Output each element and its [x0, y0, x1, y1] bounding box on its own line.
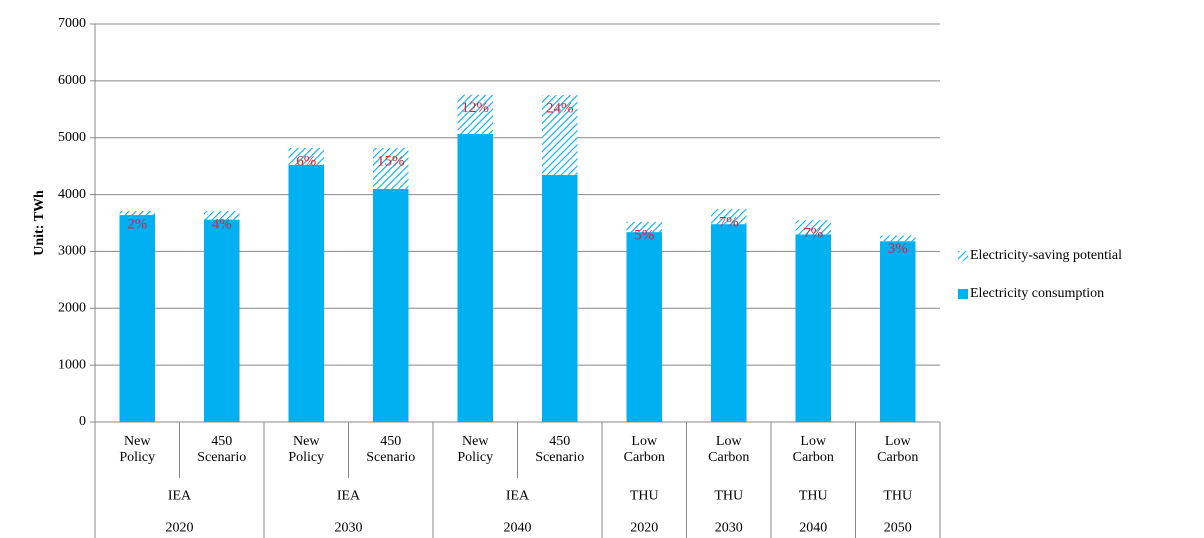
bar-segment	[373, 188, 409, 422]
source-label: THU	[799, 489, 828, 504]
year-label: 2030	[715, 521, 743, 536]
bar-segment	[626, 221, 662, 233]
x-tick-label: 450 Scenario	[197, 434, 246, 465]
x-tick-label: Low Carbon	[624, 434, 665, 465]
year-label: 2040	[799, 521, 827, 536]
bar-segment	[288, 165, 324, 422]
bar-segment	[795, 220, 831, 235]
y-tick-label: 3000	[58, 244, 86, 259]
source-label: IEA	[506, 489, 530, 504]
y-tick-label: 6000	[58, 73, 86, 88]
bar-segment	[457, 134, 493, 423]
y-tick-label: 0	[79, 414, 86, 429]
bar-segment	[880, 235, 916, 242]
share-label: 7%	[719, 215, 739, 231]
legend-swatch	[958, 289, 968, 299]
source-label: IEA	[337, 489, 361, 504]
bar-segment	[542, 174, 578, 422]
bar-segment	[204, 211, 240, 220]
share-label: 15%	[377, 153, 405, 169]
year-label: 2030	[335, 521, 363, 536]
x-tick-label: 450 Scenario	[366, 434, 415, 465]
x-tick-label: New Policy	[119, 434, 155, 465]
bar-segment	[711, 209, 747, 225]
year-label: 2020	[630, 521, 658, 536]
bar-segment	[119, 211, 155, 216]
x-tick-label: Low Carbon	[793, 434, 834, 465]
share-label: 5%	[634, 227, 654, 243]
y-tick-label: 2000	[58, 301, 86, 316]
share-label: 12%	[462, 100, 490, 116]
bar-segment	[880, 241, 916, 422]
share-label: 4%	[212, 216, 232, 232]
x-tick-label: 450 Scenario	[535, 434, 584, 465]
legend-label: Electricity-saving potential	[970, 248, 1122, 263]
share-label: 24%	[546, 101, 574, 117]
source-label: THU	[714, 489, 743, 504]
source-label: THU	[630, 489, 659, 504]
y-tick-label: 4000	[58, 187, 86, 202]
year-label: 2050	[884, 521, 912, 536]
year-label: 2020	[166, 521, 194, 536]
legend-swatch	[958, 251, 968, 261]
share-label: 6%	[296, 153, 316, 169]
year-label: 2040	[504, 521, 532, 536]
bar-segment	[204, 219, 240, 422]
x-tick-label: Low Carbon	[708, 434, 749, 465]
source-label: IEA	[168, 489, 192, 504]
legend-label: Electricity consumption	[970, 286, 1104, 301]
x-tick-label: New Policy	[457, 434, 493, 465]
bar-segment	[542, 95, 578, 175]
source-label: THU	[883, 489, 912, 504]
y-tick-label: 5000	[58, 130, 86, 145]
share-label: 2%	[127, 216, 147, 232]
share-label: 3%	[888, 241, 908, 257]
bar-segment	[373, 147, 409, 189]
share-label: 7%	[803, 226, 823, 242]
x-tick-label: New Policy	[288, 434, 324, 465]
bar-segment	[711, 224, 747, 422]
bar-segment	[795, 234, 831, 422]
x-tick-label: Low Carbon	[877, 434, 918, 465]
y-axis-label: Unit: TWh	[32, 190, 47, 256]
bar-segment	[457, 94, 493, 135]
y-tick-label: 1000	[58, 357, 86, 372]
bar-segment	[626, 232, 662, 422]
bar-segment	[288, 147, 324, 166]
y-tick-label: 7000	[58, 16, 86, 31]
bar-segment	[119, 215, 155, 422]
